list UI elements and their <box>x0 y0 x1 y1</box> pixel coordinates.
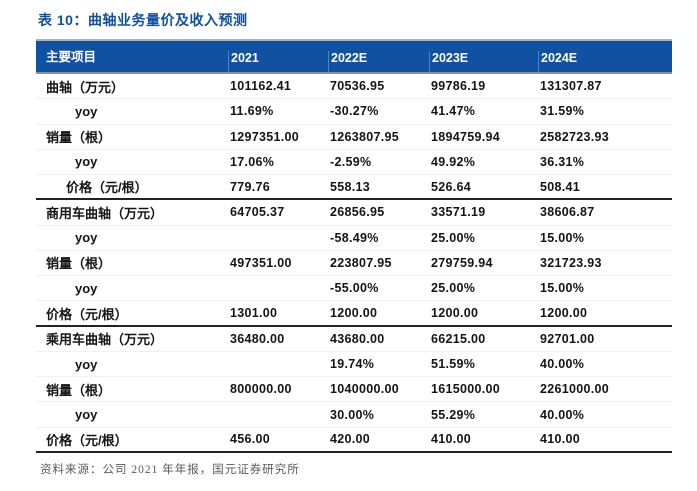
row-label: 销量（根） <box>46 130 112 146</box>
page-title: 表 10：曲轴业务量价及收入预测 <box>38 12 248 28</box>
cell-value: 43680.00 <box>330 331 385 346</box>
cell-value: -55.00% <box>330 281 379 296</box>
row-label: 销量（根） <box>46 256 112 272</box>
table-row: yoy 19.74% 51.59% 40.00% <box>36 352 672 378</box>
cell-value: 800000.00 <box>230 382 292 397</box>
cell-value: 33571.19 <box>431 205 486 220</box>
cell-value: 1200.00 <box>431 306 479 321</box>
cell-value: 497351.00 <box>230 255 292 270</box>
cell-value: 25.00% <box>431 281 476 296</box>
row-label: yoy <box>75 230 98 246</box>
row-label: 价格（元/根） <box>66 180 148 196</box>
header-cell-year: 2023E <box>429 51 538 72</box>
cell-value: 55.29% <box>431 407 476 422</box>
cell-value: 41.47% <box>431 104 476 119</box>
cell-value: 101162.41 <box>230 79 292 94</box>
cell-value: 92701.00 <box>540 331 595 346</box>
table-row: 乘用车曲轴（万元） 36480.00 43680.00 66215.00 92701.0… <box>36 327 672 352</box>
cell-value: 1040000.00 <box>330 382 400 397</box>
cell-value: 558.13 <box>330 179 371 194</box>
cell-value: 31.59% <box>540 104 585 119</box>
cell-value: 420.00 <box>330 432 371 447</box>
cell-value: 1200.00 <box>540 306 588 321</box>
cell-value: 223807.95 <box>330 255 392 270</box>
table-body: 曲轴（万元） 101162.41 70536.95 99786.19 131307.87… <box>36 74 672 453</box>
cell-value: 2582723.93 <box>540 129 610 144</box>
cell-value: 11.69% <box>230 104 274 119</box>
cell-value: 26856.95 <box>330 205 385 220</box>
cell-value: 410.00 <box>540 432 581 447</box>
row-label: yoy <box>75 280 98 296</box>
cell-value: 25.00% <box>431 230 476 245</box>
cell-value: 19.74% <box>330 357 375 372</box>
row-label: 销量（根） <box>46 382 112 398</box>
table-row: 价格（元/根） 1301.00 1200.00 1200.00 1200.00 <box>36 301 672 327</box>
table-row: 价格（元/根） 456.00 420.00 410.00 410.00 <box>36 428 672 453</box>
table-row: 销量（根） 497351.00 223807.95 279759.94 321723.9… <box>36 251 672 277</box>
cell-value: 36.31% <box>540 154 585 169</box>
row-label: yoy <box>75 154 98 170</box>
cell-value: 2261000.00 <box>540 382 610 397</box>
cell-value: 1297351.00 <box>230 129 300 144</box>
row-label: 价格（元/根） <box>46 306 128 322</box>
row-label: 乘用车曲轴（万元） <box>46 332 164 348</box>
row-label: 曲轴（万元） <box>46 79 125 95</box>
cell-value: 15.00% <box>540 281 585 296</box>
cell-value: 38606.87 <box>540 205 595 220</box>
cell-value: 64705.37 <box>230 205 285 220</box>
cell-value: 40.00% <box>540 357 585 372</box>
cell-value: 99786.19 <box>431 79 486 94</box>
row-label: yoy <box>75 407 98 423</box>
table-row: yoy 17.06% -2.59% 49.92% 36.31% <box>36 150 672 176</box>
cell-value: 66215.00 <box>431 331 486 346</box>
header-cell-year: 2024E <box>538 51 672 72</box>
header-cell-year: 2022E <box>328 51 429 72</box>
header-row: 主要项目 2021 2022E 2023E 2024E <box>36 41 672 74</box>
cell-value: 456.00 <box>230 432 271 447</box>
cell-value: 1301.00 <box>230 306 278 321</box>
cell-value: 36480.00 <box>230 331 285 346</box>
cell-value: 410.00 <box>431 432 472 447</box>
table-row: yoy 30.00% 55.29% 40.00% <box>36 402 672 428</box>
table-row: 销量（根） 1297351.00 1263807.95 1894759.94 25827… <box>36 125 672 150</box>
data-table: 主要项目 2021 2022E 2023E 2024E 曲轴（万元） 101162.41 7… <box>36 39 672 453</box>
cell-value: -58.49% <box>330 230 379 245</box>
table-row: 曲轴（万元） 101162.41 70536.95 99786.19 131307.87 <box>36 74 672 100</box>
cell-value: 15.00% <box>540 230 585 245</box>
cell-value: 321723.93 <box>540 255 602 270</box>
table-row: 销量（根） 800000.00 1040000.00 1615000.00 226100… <box>36 377 672 403</box>
row-label: yoy <box>75 356 98 372</box>
cell-value: -30.27% <box>330 104 379 119</box>
cell-value: 17.06% <box>230 154 275 169</box>
row-label: 价格（元/根） <box>46 432 128 448</box>
table-row: yoy -55.00% 25.00% 15.00% <box>36 276 672 302</box>
cell-value: 279759.94 <box>431 255 493 270</box>
row-label: 商用车曲轴（万元） <box>46 205 164 221</box>
table-row: yoy -58.49% 25.00% 15.00% <box>36 226 672 251</box>
cell-value: 779.76 <box>230 179 271 194</box>
cell-value: 49.92% <box>431 154 476 169</box>
cell-value: 1200.00 <box>330 306 378 321</box>
header-cell-label: 主要项目 <box>46 50 97 64</box>
cell-value: 131307.87 <box>540 79 602 94</box>
cell-value: 70536.95 <box>330 79 385 94</box>
cell-value: 51.59% <box>431 357 476 372</box>
table-row: 商用车曲轴（万元） 64705.37 26856.95 33571.19 38606.8… <box>36 200 672 226</box>
table-row: 价格（元/根） 779.76 558.13 526.64 508.41 <box>36 175 672 201</box>
cell-value: 40.00% <box>540 407 585 422</box>
table-row: yoy 11.69% -30.27% 41.47% 31.59% <box>36 99 672 125</box>
cell-value: 1263807.95 <box>330 129 400 144</box>
cell-value: 1894759.94 <box>431 129 501 144</box>
cell-value: 30.00% <box>330 407 375 422</box>
cell-value: -2.59% <box>330 154 372 169</box>
cell-value: 1615000.00 <box>431 382 501 397</box>
source-note: 资料来源：公司 2021 年年报，国元证券研究所 <box>40 464 300 476</box>
cell-value: 508.41 <box>540 179 581 194</box>
cell-value: 526.64 <box>431 179 472 194</box>
header-cell-year: 2021 <box>228 51 328 72</box>
row-label: yoy <box>75 103 98 119</box>
